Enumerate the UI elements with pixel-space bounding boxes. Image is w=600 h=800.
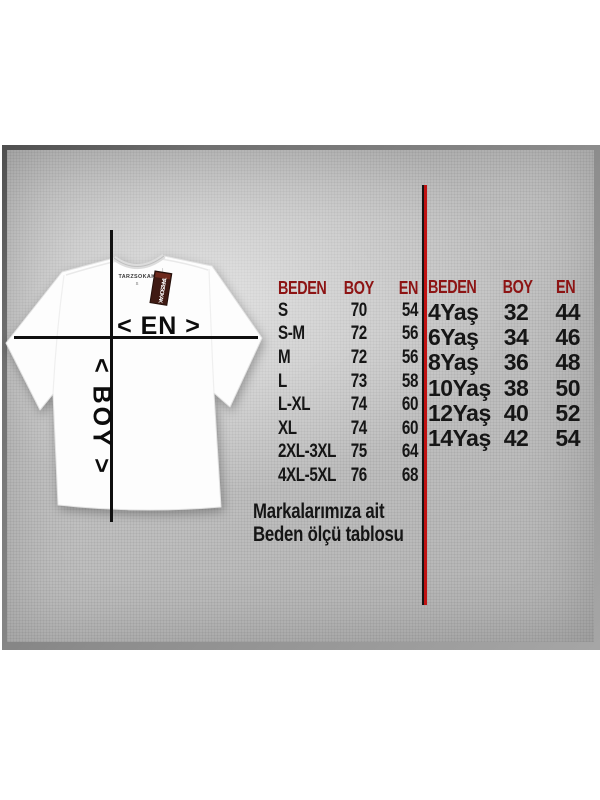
column-header: BEDEN (428, 277, 477, 297)
value-cell: 56 (401, 346, 419, 368)
table-header-row: BEDEN BOY EN (278, 277, 418, 299)
value-cell: 64 (401, 441, 419, 463)
size-cell: S-M (278, 323, 305, 345)
value-cell: 58 (401, 370, 419, 392)
size-cell: 4XL-5XL (278, 464, 337, 486)
caption: Markalarımıza ait Beden ölçü tablosu (253, 500, 404, 546)
column-header: EN (555, 277, 576, 297)
size-cell: 8Yaş (428, 349, 479, 376)
raglan-seam-right (160, 258, 209, 271)
value-cell: 38 (503, 374, 529, 401)
size-cell: 2XL-3XL (278, 441, 337, 463)
size-cell: XL (278, 417, 297, 439)
value-cell: 54 (555, 425, 580, 452)
value-cell: 48 (555, 349, 580, 376)
collar-size-label: S (136, 281, 139, 286)
value-cell: 73 (350, 370, 368, 392)
table-row: 2XL-3XL 75 64 (278, 441, 418, 465)
adult-size-table: BEDEN BOY EN S 70 54 S-M 72 56 M 72 56 L 73 58 L-XL 74 60… (278, 277, 418, 488)
value-cell: 74 (350, 394, 368, 416)
tshirt-body (5, 255, 263, 511)
caption-line1: Markalarımıza ait (253, 500, 385, 523)
column-header: BEDEN (278, 277, 327, 298)
table-row: 6Yaş 34 46 (428, 324, 581, 351)
value-cell: 72 (350, 323, 368, 345)
size-cell: M (278, 346, 291, 368)
size-cell: 4Yaş (428, 299, 479, 326)
table-row: XL 74 60 (278, 417, 418, 441)
table-row: M 72 56 (278, 346, 418, 370)
kids-size-table: BEDEN BOY EN 4Yaş 32 44 6Yaş 34 46 8Yaş 36 48 10Yaş 3… (428, 275, 581, 452)
sleeve-seam-left (52, 274, 65, 395)
length-measure-line (110, 230, 113, 522)
value-cell: 76 (350, 464, 368, 486)
value-cell: 68 (401, 464, 419, 486)
size-cell: 12Yaş (428, 399, 491, 426)
value-cell: 44 (555, 299, 580, 326)
value-cell: 60 (401, 417, 419, 439)
value-cell: 52 (555, 399, 580, 426)
table-row: 4XL-5XL 76 68 (278, 464, 418, 488)
hang-tag: TARZSOKAK (149, 268, 173, 306)
size-cell: S (278, 299, 288, 321)
value-cell: 75 (350, 441, 368, 463)
value-cell: 70 (350, 299, 368, 321)
table-row: 8Yaş 36 48 (428, 349, 581, 376)
value-cell: 50 (555, 374, 580, 401)
width-measure-line (14, 336, 258, 339)
value-cell: 54 (401, 299, 419, 321)
hang-tag-text: TARZSOKAK (157, 277, 167, 304)
length-label: < BOY > (87, 358, 116, 476)
value-cell: 42 (503, 425, 529, 452)
column-header: EN (398, 277, 419, 298)
width-label: < EN > (117, 312, 201, 340)
column-header: BOY (343, 277, 374, 298)
table-row: L 73 58 (278, 370, 418, 394)
collar-brand-label: TARZSOKAK (118, 274, 155, 280)
table-row: 10Yaş 38 50 (428, 374, 581, 401)
value-cell: 34 (503, 324, 529, 351)
table-row: 4Yaş 32 44 (428, 299, 581, 326)
value-cell: 36 (503, 349, 529, 376)
divider-line (422, 185, 427, 605)
table-row: 12Yaş 40 52 (428, 399, 581, 426)
value-cell: 32 (503, 299, 529, 326)
value-cell: 74 (350, 417, 368, 439)
sleeve-seam-right (208, 268, 215, 394)
table-row: S-M 72 56 (278, 323, 418, 347)
value-cell: 46 (555, 324, 580, 351)
caption-line2: Beden ölçü tablosu (253, 523, 404, 546)
value-cell: 60 (401, 394, 419, 416)
size-cell: 10Yaş (428, 374, 491, 401)
size-cell: 14Yaş (428, 425, 491, 452)
tshirt-graphic: TARZSOKAK S TARZSOKAK (5, 253, 263, 511)
column-header: BOY (502, 277, 533, 297)
table-header-row: BEDEN BOY EN (428, 275, 578, 300)
size-cell: 6Yaş (428, 324, 479, 351)
panel-frame (2, 145, 600, 650)
value-cell: 72 (350, 346, 368, 368)
size-cell: L-XL (278, 394, 311, 416)
value-cell: 40 (503, 399, 529, 426)
collar-inner (113, 255, 165, 267)
size-cell: L (278, 370, 287, 392)
table-row: S 70 54 (278, 299, 418, 323)
table-row: 14Yaş 42 54 (428, 425, 581, 452)
table-row: L-XL 74 60 (278, 393, 418, 417)
value-cell: 56 (401, 323, 419, 345)
